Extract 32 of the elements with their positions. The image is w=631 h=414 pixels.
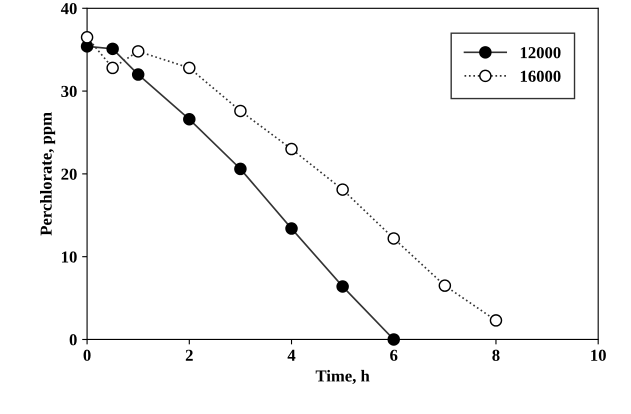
- y-tick-label: 0: [70, 334, 77, 346]
- point: [336, 280, 349, 293]
- point: [490, 314, 502, 327]
- point: [336, 183, 349, 196]
- y-tick-label: 30: [61, 86, 77, 98]
- point: [183, 62, 196, 74]
- legend-label: 12000: [520, 47, 561, 58]
- point: [285, 222, 298, 235]
- point: [183, 112, 196, 126]
- x-tick-label: 6: [390, 350, 398, 361]
- y-tick-label: 40: [60, 2, 77, 14]
- legend-label: 16000: [520, 70, 561, 82]
- point: [234, 104, 247, 118]
- x-tick-label: 2: [186, 350, 193, 361]
- y-tick-label: 10: [62, 251, 77, 263]
- point: [80, 31, 94, 44]
- point: [285, 142, 298, 156]
- point: [438, 279, 452, 292]
- y-axis-title: Perchlorate, ppm: [40, 112, 56, 236]
- x-axis-title: Time, h: [316, 370, 370, 384]
- x-tick-label: 10: [591, 350, 606, 361]
- x-tick-label: 0: [84, 350, 91, 361]
- x-tick-label: 8: [492, 350, 500, 361]
- point: [234, 162, 247, 176]
- point: [387, 333, 400, 346]
- point: [106, 42, 119, 56]
- point: [132, 45, 144, 58]
- point: [106, 62, 119, 74]
- y-tick-label: 20: [61, 168, 77, 180]
- point: [132, 68, 144, 81]
- point: [387, 232, 400, 245]
- x-tick-label: 4: [288, 350, 296, 361]
